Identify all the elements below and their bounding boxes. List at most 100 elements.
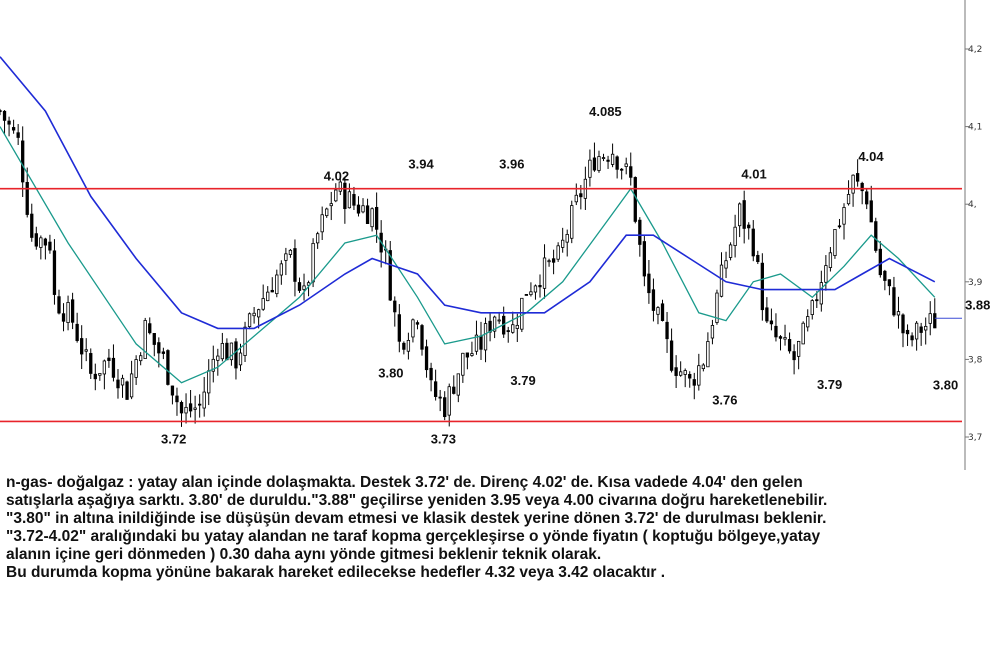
candle-body xyxy=(80,338,84,355)
candle-body xyxy=(39,237,43,248)
candle-body xyxy=(352,194,356,206)
candle-body xyxy=(606,159,610,162)
candle-body xyxy=(252,312,256,317)
candle-body xyxy=(497,319,501,322)
candle-body xyxy=(116,379,120,389)
candle-body xyxy=(456,373,460,396)
candle-body xyxy=(216,355,220,361)
candle-body xyxy=(302,285,306,290)
candle-body xyxy=(588,159,592,178)
candle-body xyxy=(851,174,855,194)
candle-body xyxy=(865,191,869,205)
annotation-label: 3.72 xyxy=(161,431,186,446)
candle-body xyxy=(565,233,569,243)
candle-body xyxy=(257,309,261,318)
candle-body xyxy=(225,342,229,361)
candle-body xyxy=(48,241,52,251)
candle-body xyxy=(61,313,66,322)
candle-body xyxy=(21,140,25,183)
candle-body xyxy=(747,224,751,229)
commentary-line: Bu durumda kopma yönüne bakarak hareket … xyxy=(6,564,666,581)
candle-body xyxy=(901,314,905,334)
candle-body xyxy=(846,194,851,205)
annotation-label: 3.73 xyxy=(431,432,456,447)
candle-body xyxy=(311,242,315,283)
candle-body xyxy=(765,307,769,322)
annotation-label: 4.02 xyxy=(324,169,349,184)
candle-body xyxy=(815,299,819,302)
candle-body xyxy=(697,365,701,386)
candle-body xyxy=(837,225,842,228)
candle-body xyxy=(347,191,352,209)
candle-body xyxy=(828,252,833,268)
candle-body xyxy=(551,258,556,263)
candle-body xyxy=(756,254,760,263)
candle-body xyxy=(334,189,338,202)
candle-body xyxy=(134,359,138,378)
candle-body xyxy=(855,173,860,182)
annotation-label: 3.80 xyxy=(933,377,958,392)
annotation-label: 3.80 xyxy=(378,365,403,380)
candle-body xyxy=(179,401,184,414)
candle-body xyxy=(420,325,424,350)
annotation-label: 4.085 xyxy=(589,104,622,119)
candle-body xyxy=(247,313,252,328)
candle-body xyxy=(370,208,374,228)
candle-body xyxy=(30,213,34,238)
annotation-label: 3.79 xyxy=(817,377,842,392)
candle-body xyxy=(202,391,206,409)
candle-body xyxy=(710,325,715,339)
candle-body xyxy=(792,351,796,361)
candle-body xyxy=(102,360,107,375)
candle-body xyxy=(433,381,438,397)
candle-body xyxy=(89,353,93,374)
candle-body xyxy=(57,296,61,314)
candle-body xyxy=(2,110,7,121)
candle-body xyxy=(601,157,606,159)
candle-body xyxy=(547,260,551,263)
candle-body xyxy=(833,229,837,256)
candle-body xyxy=(515,324,519,329)
candle-body xyxy=(325,208,329,217)
candle-body xyxy=(474,334,479,352)
candle-body xyxy=(129,373,134,398)
annotation-label: 4.04 xyxy=(858,149,884,164)
candle-body xyxy=(801,322,805,345)
candle-body xyxy=(443,397,447,418)
candle-body xyxy=(574,194,578,203)
candle-body xyxy=(529,291,533,296)
candle-body xyxy=(738,203,742,227)
candle-body xyxy=(642,241,647,277)
candle-body xyxy=(520,297,524,330)
candle-body xyxy=(860,182,864,192)
candle-body xyxy=(393,300,397,313)
candle-body xyxy=(928,313,932,324)
candle-body xyxy=(660,303,665,321)
candle-body xyxy=(706,341,710,368)
candle-body xyxy=(207,370,211,394)
candle-body xyxy=(701,364,705,370)
candle-body xyxy=(769,320,774,325)
candle-body xyxy=(592,157,597,171)
candle-body xyxy=(629,166,633,178)
commentary-line: alanın içine geri dönmeden ) 0.30 daha a… xyxy=(6,546,602,563)
annotation-label: 3.88 xyxy=(965,297,990,312)
candle-body xyxy=(787,339,792,352)
candle-body xyxy=(397,314,401,342)
candle-body xyxy=(910,335,914,341)
candle-body xyxy=(66,302,70,324)
candle-body xyxy=(819,282,823,305)
tick-label: 4,2 xyxy=(968,45,982,55)
candle-body xyxy=(284,253,288,261)
candle-body xyxy=(733,226,737,246)
candle-body xyxy=(193,407,197,410)
candle-body xyxy=(579,193,583,198)
candle-body xyxy=(824,265,828,283)
candle-body xyxy=(633,177,637,222)
candle-body xyxy=(874,221,878,251)
candle-body xyxy=(506,330,510,332)
candle-body xyxy=(665,321,669,340)
candle-body xyxy=(429,367,433,381)
candle-body xyxy=(365,205,370,224)
candle-body xyxy=(561,239,565,248)
